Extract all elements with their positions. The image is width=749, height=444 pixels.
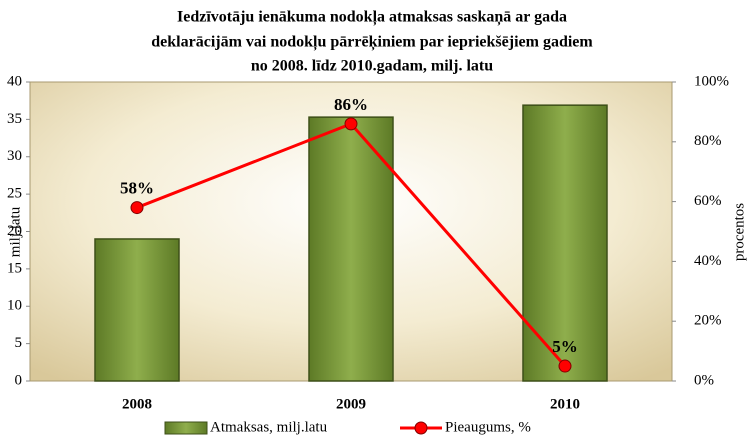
y2-tick-label: 60% [694, 193, 722, 209]
y-tick-label: 40 [7, 73, 22, 89]
x-tick-label: 2009 [336, 396, 366, 412]
y2-tick-label: 80% [694, 133, 722, 149]
y2-tick-label: 100% [694, 73, 729, 89]
marker [130, 201, 144, 215]
y2-tick-label: 0% [694, 372, 714, 388]
chart-title: no 2008. līdz 2010.gadam, milj. latu [251, 58, 493, 75]
value-label: 58% [120, 178, 154, 197]
value-label: 86% [334, 95, 368, 114]
x-tick-label: 2008 [122, 396, 152, 412]
legend-label: Atmaksas, milj.latu [210, 419, 328, 435]
value-label: 5% [552, 337, 578, 356]
y2-tick-label: 40% [694, 253, 722, 269]
y-tick-label: 35 [7, 111, 22, 127]
legend-swatch [164, 421, 208, 435]
marker [344, 117, 358, 131]
legend-swatch [414, 421, 428, 435]
legend-label: Pieaugums, % [445, 419, 531, 435]
y-tick-label: 15 [7, 260, 22, 276]
bar [308, 116, 394, 382]
y-tick-label: 10 [7, 298, 22, 314]
bar [94, 238, 180, 382]
y-tick-label: 20 [7, 223, 22, 239]
marker [558, 359, 572, 373]
chart-title: deklarācijām vai nodokļu pārrēķiniem par… [151, 34, 593, 52]
y-axis-label: milj.latu [7, 206, 23, 257]
y2-tick-label: 20% [694, 313, 722, 329]
y-tick-label: 5 [15, 335, 23, 351]
y2-axis-label: procentos [731, 203, 747, 261]
x-tick-label: 2010 [550, 396, 580, 412]
y-tick-label: 0 [15, 372, 23, 388]
y-tick-label: 25 [7, 186, 22, 202]
chart-title: Iedzīvotāju ienākuma nodokļa atmaksas sa… [177, 9, 567, 27]
y-tick-label: 30 [7, 148, 22, 164]
